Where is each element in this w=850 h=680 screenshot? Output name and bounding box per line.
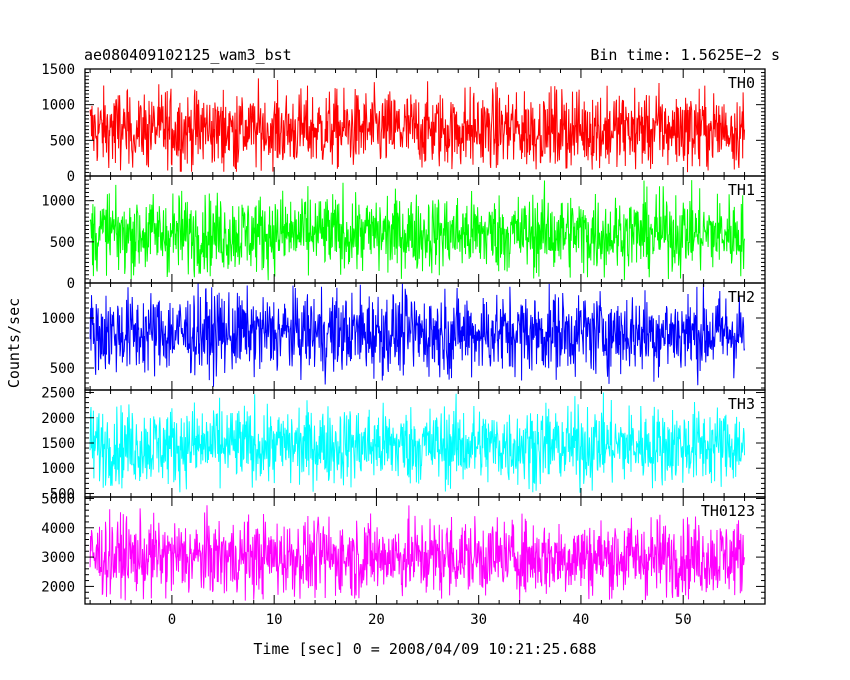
series-line-th0 [89,78,745,173]
series-label-th1: TH1 [728,181,755,199]
y-tick-label: 1000 [41,194,75,210]
y-tick-label: 500 [50,133,75,149]
series-line-th1 [89,180,745,281]
series-label-th0123: TH0123 [701,502,755,520]
series-label-th2: TH2 [728,288,755,306]
y-tick-label: 0 [67,276,75,292]
chart-title: ae080409102125_wam3_bst [84,46,292,64]
y-tick-label: 2000 [41,579,75,595]
x-tick-label: 10 [266,612,283,628]
series-label-th0: TH0 [728,74,755,92]
y-tick-label: 0 [67,169,75,185]
y-tick-label: 3000 [41,550,75,566]
y-tick-label: 1500 [41,436,75,452]
y-tick-label: 500 [50,361,75,377]
panel-frame-th0123 [84,496,766,605]
y-axis-label: Counts/sec [5,298,23,388]
y-tick-label: 1000 [41,311,75,327]
series-label-th3: TH3 [728,395,755,413]
x-tick-label: 20 [368,612,385,628]
y-tick-label: 1000 [41,98,75,114]
y-tick-label: 1500 [41,62,75,78]
y-tick-label: 1000 [41,461,75,477]
series-line-th2 [89,283,745,387]
x-tick-label: 30 [470,612,487,628]
x-tick-label: 40 [573,612,590,628]
x-tick-label: 50 [675,612,692,628]
y-tick-label: 2000 [41,411,75,427]
x-axis-label: Time [sec] 0 = 2008/04/09 10:21:25.688 [253,640,596,658]
series-line-th3 [89,392,745,493]
y-tick-label: 4000 [41,521,75,537]
y-tick-label: 2500 [41,386,75,402]
series-line-th0123 [89,505,745,602]
y-tick-label: 500 [50,235,75,251]
bin-time-label: Bin time: 1.5625E−2 s [590,46,780,64]
y-tick-label: 500 [50,486,75,502]
x-tick-label: 0 [168,612,176,628]
y-tick-label: 5000 [41,491,75,507]
